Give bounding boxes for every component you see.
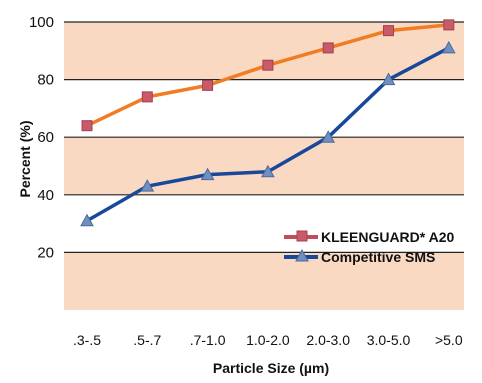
- legend-label-kleenguard: KLEENGUARD* A20: [321, 229, 454, 245]
- series-1-point-1: [140, 179, 155, 192]
- band-0-20: [64, 252, 464, 310]
- y-axis-label: Percent (%): [17, 120, 33, 197]
- x-tick-6: >5.0: [435, 332, 463, 348]
- series-0-point-3: [262, 59, 274, 71]
- series-0-point-1: [141, 91, 153, 103]
- legend: KLEENGUARD* A20 Competitive SMS: [284, 229, 454, 265]
- series-0-point-2: [202, 79, 214, 91]
- series-1-point-6: [441, 40, 456, 54]
- series-1-point-4: [321, 130, 336, 143]
- x-tick-labels: .3-.5 .5-.7 .7-1.0 1.0-2.0 2.0-3.0 3.0-5.0 >5.…: [73, 332, 463, 348]
- y-tick-20: 20: [37, 244, 54, 261]
- x-tick-5: 3.0-5.0: [367, 332, 411, 348]
- legend-marker-competitive: [295, 248, 309, 262]
- x-tick-1: .5-.7: [133, 332, 161, 348]
- legend-label-competitive: Competitive SMS: [321, 249, 435, 265]
- y-tick-40: 40: [37, 187, 54, 204]
- y-tick-80: 80: [37, 72, 54, 89]
- x-tick-0: .3-.5: [73, 332, 101, 348]
- series-0-point-0: [81, 120, 93, 132]
- y-tick-100: 100: [29, 14, 54, 31]
- series-1-point-2: [200, 167, 215, 181]
- band-40-60: [64, 137, 464, 195]
- y-tick-60: 60: [37, 129, 54, 146]
- series-1-point-3: [261, 164, 275, 178]
- x-tick-2: .7-1.0: [190, 332, 226, 348]
- background-bands: [64, 21, 464, 310]
- x-tick-4: 2.0-3.0: [306, 332, 350, 348]
- x-axis-label: Particle Size (µm): [213, 360, 329, 376]
- x-tick-3: 1.0-2.0: [246, 332, 290, 348]
- series-0-point-5: [383, 25, 394, 37]
- series-1-point-5: [381, 72, 396, 86]
- series-0-point-4: [322, 42, 334, 54]
- y-tick-labels: 20 40 60 80 100: [29, 14, 54, 261]
- series-0-point-6: [443, 19, 455, 31]
- series-group: [80, 19, 456, 227]
- legend-marker-kleenguard: [296, 230, 308, 242]
- series-1-point-0: [80, 213, 94, 227]
